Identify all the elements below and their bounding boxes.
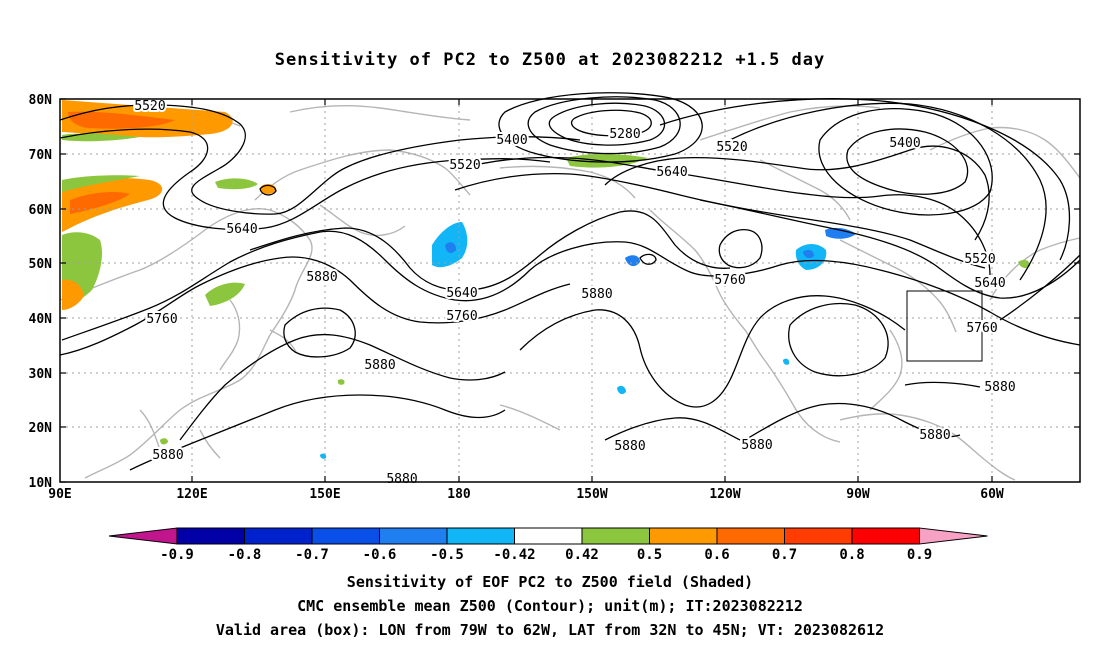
lon-label: 60W (980, 487, 1004, 502)
negative-shade (803, 249, 814, 259)
colorbar-low-triangle (108, 527, 178, 545)
positive-shade (160, 438, 168, 445)
positive-shade (62, 133, 140, 142)
contour-label: 5640 (656, 165, 687, 180)
positive-shade (1018, 259, 1030, 269)
lat-label: 10N (29, 476, 53, 491)
colorbar-swatch (176, 527, 245, 545)
contour-label: 5760 (446, 309, 477, 324)
negative-shade (617, 385, 626, 395)
lon-label: 180 (447, 487, 471, 502)
positive-shade (62, 177, 163, 232)
lat-label: 70N (29, 148, 53, 163)
contour-label: 5760 (714, 273, 745, 288)
lon-label: 120E (176, 487, 207, 502)
latitude-labels: 80N 70N 60N 50N 40N 30N 20N 10N (29, 93, 53, 491)
colorbar-label: -0.5 (430, 547, 464, 563)
positive-shade (68, 111, 175, 129)
lon-label: 90E (48, 487, 71, 502)
footer-line-2: CMC ensemble mean Z500 (Contour); unit(m… (297, 597, 803, 615)
contour-label: 5880 (364, 358, 395, 373)
contour-label: 5880 (984, 380, 1015, 395)
contour-label: 5880 (306, 270, 337, 285)
lat-label: 30N (29, 367, 53, 382)
contour-label: 5880 (581, 287, 612, 302)
colorbar-label: 0.7 (772, 547, 797, 563)
contour-label: 5640 (446, 286, 477, 301)
colorbar-label: -0.6 (363, 547, 397, 563)
colorbar-label: -0.42 (493, 547, 535, 563)
contour-label: 5520 (134, 99, 165, 114)
contour-label: 5880 (152, 448, 183, 463)
lon-label: 150E (309, 487, 340, 502)
colorbar-label: -0.9 (160, 547, 194, 563)
colorbar-swatch (649, 527, 718, 545)
contour-label: 5760 (966, 321, 997, 336)
grid-lines (60, 99, 1080, 482)
negative-shade (825, 227, 856, 239)
colorbar-swatch (311, 527, 380, 545)
lon-label: 150W (576, 487, 607, 502)
valid-area-box (906, 290, 983, 362)
colorbar-swatch (784, 527, 853, 545)
map-title: Sensitivity of PC2 to Z500 at 2023082212… (274, 50, 826, 70)
lat-label: 50N (29, 257, 53, 272)
colorbar-swatch (716, 527, 785, 545)
positive-shade (205, 282, 245, 306)
colorbar-swatch (581, 527, 650, 545)
colorbar-label: 0.8 (839, 547, 864, 563)
colorbar-label: -0.8 (228, 547, 262, 563)
contour-labels: 5520 5400 5280 5520 5400 5640 5520 5640 … (132, 97, 1017, 489)
contour-label: 5400 (496, 133, 527, 148)
lat-label: 80N (29, 93, 53, 108)
colorbar-swatch (379, 527, 448, 545)
colorbar-label: 0.42 (565, 547, 599, 563)
colorbar-swatch (514, 527, 583, 545)
colorbar-label: 0.5 (637, 547, 662, 563)
colorbar-swatch (446, 527, 515, 545)
positive-shade (215, 178, 258, 190)
negative-shade (445, 242, 456, 253)
contour-label: 5520 (449, 158, 480, 173)
lat-label: 40N (29, 312, 53, 327)
contour-label: 5520 (964, 252, 995, 267)
positive-shade (62, 279, 84, 310)
negative-shade (783, 358, 790, 365)
colorbar: -0.9 -0.8 -0.7 -0.6 -0.5 -0.42 0.42 0.5 0.6 0.7 0.… (108, 527, 988, 563)
map-frame (59, 98, 1081, 483)
positive-shade (566, 153, 648, 168)
contour-label: 5880 (614, 439, 645, 454)
footer-line-3: Valid area (box): LON from 79W to 62W, L… (215, 621, 885, 639)
colorbar-label: 0.6 (704, 547, 729, 563)
colorbar-swatch (244, 527, 313, 545)
contour-label: 5880 (386, 472, 417, 487)
contour-label: 5640 (974, 276, 1005, 291)
contour-label: 5880 (919, 428, 950, 443)
colorbar-label: 0.9 (907, 547, 932, 563)
contour-label: 5280 (609, 127, 640, 142)
lat-label: 60N (29, 203, 53, 218)
positive-shade (62, 175, 140, 192)
contour-label: 5640 (226, 222, 257, 237)
contour-label: 5760 (146, 312, 177, 327)
lon-label: 120W (709, 487, 740, 502)
footer-line-1: Sensitivity of EOF PC2 to Z500 field (Sh… (346, 573, 754, 591)
lat-label: 20N (29, 421, 53, 436)
sensitivity-shading (62, 100, 1030, 459)
lon-label: 90W (846, 487, 870, 502)
z500-contours (59, 92, 1081, 471)
axis-ticks (60, 98, 1080, 483)
contour-label: 5880 (741, 438, 772, 453)
longitude-labels: 90E 120E 150E 180 150W 120W 90W 60W (48, 487, 1004, 502)
positive-shade (337, 379, 345, 385)
colorbar-label: -0.7 (295, 547, 329, 563)
contour-label: 5400 (889, 136, 920, 151)
colorbar-high-triangle (919, 527, 988, 545)
colorbar-swatch (851, 527, 920, 545)
contour-label: 5520 (716, 140, 747, 155)
